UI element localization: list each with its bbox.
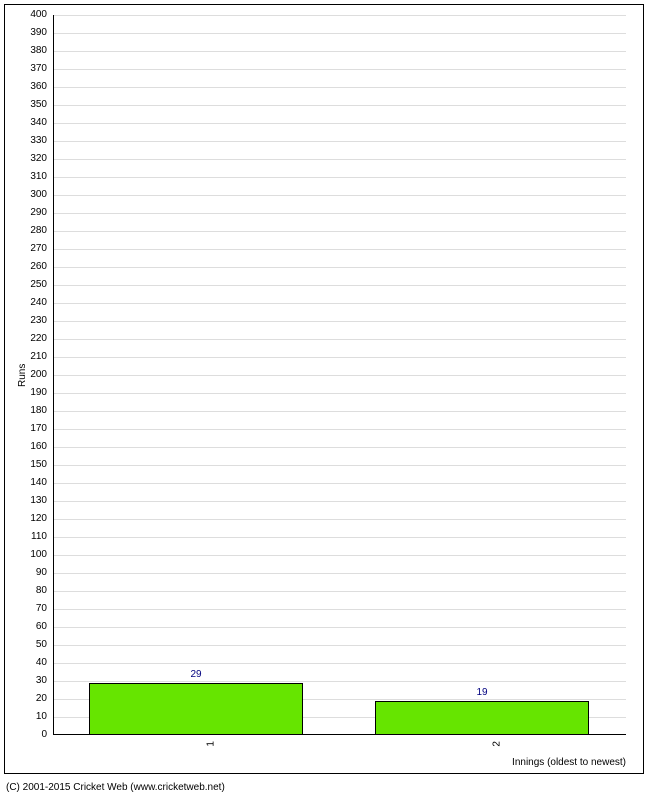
y-tick-label: 0	[25, 730, 47, 740]
y-tick-label: 70	[25, 604, 47, 614]
y-tick-label: 240	[25, 298, 47, 308]
y-tick-label: 380	[25, 46, 47, 56]
y-tick-label: 60	[25, 622, 47, 632]
y-tick-label: 10	[25, 712, 47, 722]
y-tick-label: 120	[25, 514, 47, 524]
gridline	[53, 339, 626, 340]
bar-value-label: 29	[190, 669, 201, 680]
gridline	[53, 195, 626, 196]
gridline	[53, 303, 626, 304]
gridline	[53, 177, 626, 178]
gridline	[53, 285, 626, 286]
gridline	[53, 213, 626, 214]
gridline	[53, 591, 626, 592]
y-tick-label: 160	[25, 442, 47, 452]
plot-area: 29 19	[53, 15, 626, 735]
gridline	[53, 105, 626, 106]
gridline	[53, 447, 626, 448]
y-tick-label: 110	[25, 532, 47, 542]
y-tick-label: 130	[25, 496, 47, 506]
gridline	[53, 357, 626, 358]
x-tick-label: 2	[492, 741, 503, 747]
y-tick-label: 40	[25, 658, 47, 668]
gridline	[53, 141, 626, 142]
y-tick-label: 90	[25, 568, 47, 578]
gridline	[53, 267, 626, 268]
gridline	[53, 519, 626, 520]
gridline	[53, 123, 626, 124]
gridline	[53, 15, 626, 16]
y-tick-label: 140	[25, 478, 47, 488]
gridline	[53, 663, 626, 664]
y-tick-label: 170	[25, 424, 47, 434]
gridline	[53, 249, 626, 250]
y-tick-label: 270	[25, 244, 47, 254]
gridline	[53, 501, 626, 502]
gridline	[53, 87, 626, 88]
y-tick-label: 150	[25, 460, 47, 470]
bar	[375, 701, 589, 735]
y-tick-label: 300	[25, 190, 47, 200]
y-tick-label: 180	[25, 406, 47, 416]
y-tick-label: 330	[25, 136, 47, 146]
gridline	[53, 573, 626, 574]
y-tick-label: 80	[25, 586, 47, 596]
y-tick-label: 230	[25, 316, 47, 326]
gridline	[53, 159, 626, 160]
x-axis-title: Innings (oldest to newest)	[512, 757, 626, 768]
y-tick-label: 310	[25, 172, 47, 182]
copyright-text: (C) 2001-2015 Cricket Web (www.cricketwe…	[6, 782, 225, 793]
y-tick-label: 100	[25, 550, 47, 560]
y-tick-label: 200	[25, 370, 47, 380]
y-tick-label: 260	[25, 262, 47, 272]
y-tick-label: 250	[25, 280, 47, 290]
y-tick-label: 360	[25, 82, 47, 92]
gridline	[53, 321, 626, 322]
gridline	[53, 609, 626, 610]
gridline	[53, 537, 626, 538]
y-tick-label: 30	[25, 676, 47, 686]
y-tick-label: 280	[25, 226, 47, 236]
gridline	[53, 393, 626, 394]
bar	[89, 683, 303, 735]
x-tick-label: 1	[206, 741, 217, 747]
chart-container: 2919 Runs Innings (oldest to newest) (C)…	[0, 0, 650, 800]
gridline	[53, 375, 626, 376]
gridline	[53, 231, 626, 232]
y-tick-label: 220	[25, 334, 47, 344]
gridline	[53, 411, 626, 412]
y-tick-label: 350	[25, 100, 47, 110]
gridline	[53, 627, 626, 628]
y-tick-label: 390	[25, 28, 47, 38]
y-tick-label: 340	[25, 118, 47, 128]
y-tick-label: 50	[25, 640, 47, 650]
y-tick-label: 210	[25, 352, 47, 362]
y-tick-label: 400	[25, 10, 47, 20]
y-axis-line	[53, 15, 54, 735]
y-tick-label: 320	[25, 154, 47, 164]
y-tick-label: 20	[25, 694, 47, 704]
gridline	[53, 69, 626, 70]
bar-value-label: 19	[476, 687, 487, 698]
gridline	[53, 483, 626, 484]
gridline	[53, 51, 626, 52]
gridline	[53, 429, 626, 430]
y-tick-label: 290	[25, 208, 47, 218]
gridline	[53, 555, 626, 556]
gridline	[53, 645, 626, 646]
y-tick-label: 370	[25, 64, 47, 74]
y-tick-label: 190	[25, 388, 47, 398]
gridline	[53, 465, 626, 466]
gridline	[53, 33, 626, 34]
